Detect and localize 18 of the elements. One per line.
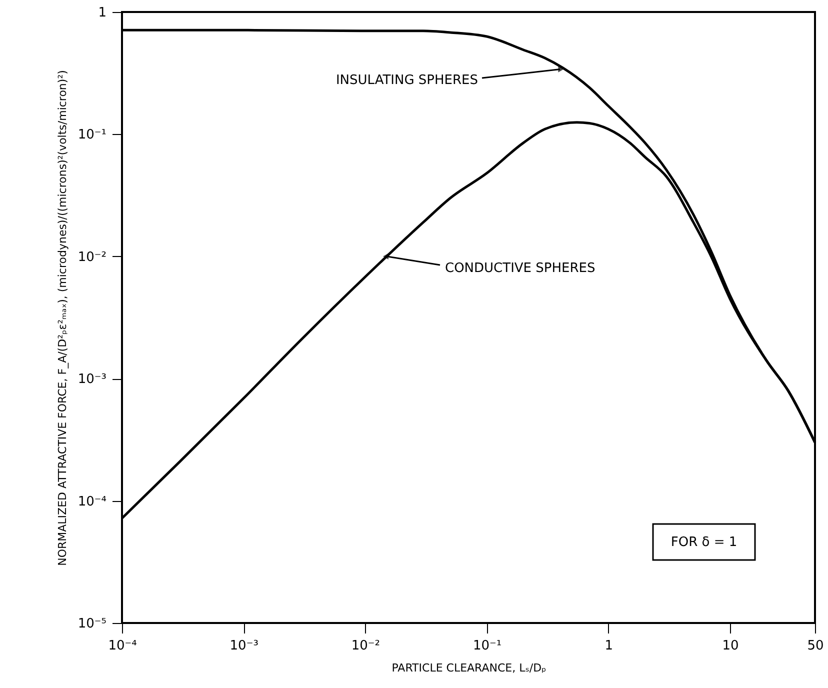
x-tick-label: 10 — [722, 638, 739, 654]
annotation: INSULATING SPHERES — [336, 73, 478, 88]
x-tick-label: 50 — [807, 638, 824, 654]
y-tick-label: 1 — [98, 6, 106, 20]
annotation: CONDUCTIVE SPHERES — [445, 261, 596, 276]
y-axis-title: NORMALIZED ATTRACTIVE FORCE, F_A/(D²ₚε²ₘₐₓ), (microdynes)/((microns)²(volts/micron)²) — [56, 70, 69, 566]
x-tick-label: 10⁻² — [351, 638, 380, 654]
x-tick-label: 10⁻³ — [230, 638, 258, 654]
annotation: FOR δ = 1 — [670, 535, 738, 550]
x-tick-label: 1 — [604, 638, 614, 654]
y-tick-label: 10⁻⁵ — [78, 616, 106, 632]
x-axis-title: PARTICLE CLEARANCE, Lₛ/Dₚ — [392, 662, 547, 674]
y-tick-label: 10⁻¹ — [78, 128, 106, 143]
y-tick-label: 10⁻² — [78, 250, 106, 265]
x-tick-label: 10⁻¹ — [472, 638, 502, 654]
y-tick-label: 10⁻³ — [78, 372, 106, 388]
y-tick-label: 10⁻⁴ — [78, 494, 106, 510]
x-tick-label: 10⁻⁴ — [108, 638, 137, 654]
